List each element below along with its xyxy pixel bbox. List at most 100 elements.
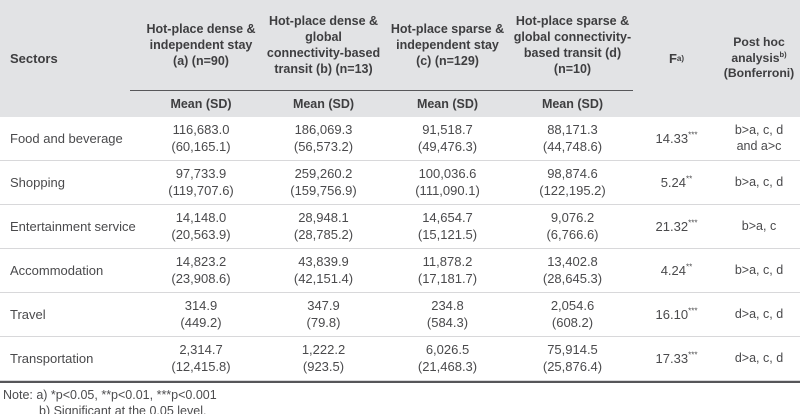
sd-value: (608.2) xyxy=(551,314,594,330)
sd-value: (111,090.1) xyxy=(415,182,480,198)
sd-value: (28,645.3) xyxy=(542,270,603,286)
sd-value: (17,181.7) xyxy=(417,270,478,286)
posthoc-superscript: b) xyxy=(779,49,787,59)
posthoc-cell: d>a, c, d xyxy=(734,350,784,365)
mean-value: 2,314.7 xyxy=(179,341,223,357)
posthoc-cell: b>a, c, d and a>c xyxy=(734,122,784,153)
posthoc-cell: b>a, c xyxy=(741,218,777,233)
group-a-header: Hot-place dense & independent stay (a) (… xyxy=(146,21,256,69)
mean-value: 88,171.3 xyxy=(547,121,598,137)
group-c-header: Hot-place sparse & independent stay (c) … xyxy=(390,21,505,69)
posthoc-sublabel: (Bonferroni) xyxy=(723,66,795,81)
group-d-header: Hot-place sparse & global connectivity-b… xyxy=(513,13,632,77)
mean-sd-cell: 347.9 (79.8) xyxy=(262,298,385,332)
mean-sd-cell: 2,054.6 (608.2) xyxy=(510,298,635,332)
posthoc-header-text: Post hoc analysisb) (Bonferroni) xyxy=(719,35,799,83)
mean-value: 91,518.7 xyxy=(422,121,473,137)
f-label: F xyxy=(668,51,677,66)
group-columns-header: Hot-place dense & independent stay (a) (… xyxy=(140,0,635,117)
mean-sd-subheader: Mean (SD) xyxy=(292,96,355,111)
sd-value: (20,563.9) xyxy=(171,226,231,242)
mean-value: 347.9 xyxy=(307,297,340,313)
mean-sd-subheader: Mean (SD) xyxy=(170,96,232,111)
mean-sd-cell: 88,171.3 (44,748.6) xyxy=(510,122,635,156)
mean-sd-cell: 314.9 (449.2) xyxy=(140,298,262,332)
posthoc-cell: d>a, c, d xyxy=(734,306,784,321)
mean-sd-subheader-row: Mean (SD) Mean (SD) Mean (SD) Mean (SD) xyxy=(140,90,635,117)
mean-value: 2,054.6 xyxy=(550,297,595,313)
f-value-cell: 17.33*** xyxy=(655,350,698,366)
mean-value: 98,874.6 xyxy=(547,165,598,181)
mean-row-top-rule xyxy=(130,90,633,91)
mean-value: 11,878.2 xyxy=(422,253,473,269)
mean-sd-cell: 13,402.8 (28,645.3) xyxy=(510,254,635,288)
table-row: Shopping 97,733.9 (119,707.6) 259,260.2 … xyxy=(0,161,800,205)
mean-value: 14,654.7 xyxy=(422,209,473,225)
mean-sd-cell: 98,874.6 (122,195.2) xyxy=(510,166,635,200)
sector-cell: Accommodation xyxy=(10,263,104,278)
mean-sd-cell: 28,948.1 (28,785.2) xyxy=(262,210,385,244)
mean-sd-cell: 2,314.7 (12,415.8) xyxy=(140,342,262,376)
mean-sd-subheader: Mean (SD) xyxy=(416,96,479,111)
sd-value: (122,195.2) xyxy=(539,182,606,198)
mean-sd-cell: 1,222.2 (923.5) xyxy=(262,342,385,376)
mean-value: 1,222.2 xyxy=(301,341,346,357)
mean-sd-cell: 14,823.2 (23,908.6) xyxy=(140,254,262,288)
sd-value: (49,476.3) xyxy=(417,138,478,154)
sd-value: (21,468.3) xyxy=(417,358,478,374)
sector-cell: Travel xyxy=(10,307,46,322)
sectors-column-header: Sectors xyxy=(10,51,58,66)
mean-value: 75,914.5 xyxy=(547,341,598,357)
mean-sd-cell: 43,839.9 (42,151.4) xyxy=(262,254,385,288)
mean-sd-cell: 186,069.3 (56,573.2) xyxy=(262,122,385,156)
mean-value: 14,823.2 xyxy=(175,253,227,269)
note-line-1: Note: a) *p<0.05, **p<0.01, ***p<0.001 xyxy=(3,388,217,402)
mean-value: 97,733.9 xyxy=(175,165,227,181)
sd-value: (42,151.4) xyxy=(293,270,354,286)
posthoc-cell: b>a, c, d xyxy=(734,262,784,277)
mean-value: 13,402.8 xyxy=(547,253,598,269)
sd-value: (449.2) xyxy=(180,314,222,330)
mean-sd-subheader: Mean (SD) xyxy=(541,96,604,111)
note-line-2: b) Significant at the 0.05 level. xyxy=(39,404,207,414)
posthoc-cell: b>a, c, d xyxy=(734,174,784,189)
mean-value: 28,948.1 xyxy=(298,209,349,225)
group-b-header: Hot-place dense & global connectivity-ba… xyxy=(266,13,381,77)
table-row: Accommodation 14,823.2 (23,908.6) 43,839… xyxy=(0,249,800,293)
mean-sd-cell: 91,518.7 (49,476.3) xyxy=(385,122,510,156)
mean-sd-cell: 97,733.9 (119,707.6) xyxy=(140,166,262,200)
table-row: Food and beverage 116,683.0 (60,165.1) 1… xyxy=(0,117,800,161)
mean-value: 43,839.9 xyxy=(298,253,349,269)
mean-sd-cell: 75,914.5 (25,876.4) xyxy=(510,342,635,376)
sd-value: (923.5) xyxy=(302,358,345,374)
table-row: Transportation 2,314.7 (12,415.8) 1,222.… xyxy=(0,337,800,381)
mean-sd-cell: 14,148.0 (20,563.9) xyxy=(140,210,262,244)
group-labels-row: Hot-place dense & independent stay (a) (… xyxy=(140,0,635,90)
mean-value: 6,026.5 xyxy=(425,341,470,357)
sector-cell: Shopping xyxy=(10,175,65,190)
f-value-cell: 16.10*** xyxy=(655,306,698,322)
sector-cell: Entertainment service xyxy=(10,219,136,234)
mean-value: 100,036.6 xyxy=(418,165,477,181)
sd-value: (584.3) xyxy=(426,314,469,330)
sector-cell: Transportation xyxy=(10,351,94,366)
mean-sd-cell: 234.8 (584.3) xyxy=(385,298,510,332)
mean-sd-cell: 9,076.2 (6,766.6) xyxy=(510,210,635,244)
mean-sd-cell: 11,878.2 (17,181.7) xyxy=(385,254,510,288)
mean-value: 14,148.0 xyxy=(175,209,227,225)
sd-value: (28,785.2) xyxy=(293,226,354,242)
sd-value: (23,908.6) xyxy=(171,270,231,286)
mean-value: 186,069.3 xyxy=(294,121,353,137)
f-value-cell: 5.24** xyxy=(660,174,693,190)
mean-value: 314.9 xyxy=(184,297,218,313)
sd-value: (119,707.6) xyxy=(168,182,234,198)
sd-value: (44,748.6) xyxy=(542,138,603,154)
table-notes: Note: a) *p<0.05, **p<0.01, ***p<0.001 b… xyxy=(0,383,800,414)
table-row: Travel 314.9 (449.2) 347.9 (79.8) 234.8 … xyxy=(0,293,800,337)
sd-value: (6,766.6) xyxy=(546,226,599,242)
mean-value: 116,683.0 xyxy=(172,121,230,137)
mean-sd-cell: 14,654.7 (15,121.5) xyxy=(385,210,510,244)
sd-value: (56,573.2) xyxy=(293,138,354,154)
